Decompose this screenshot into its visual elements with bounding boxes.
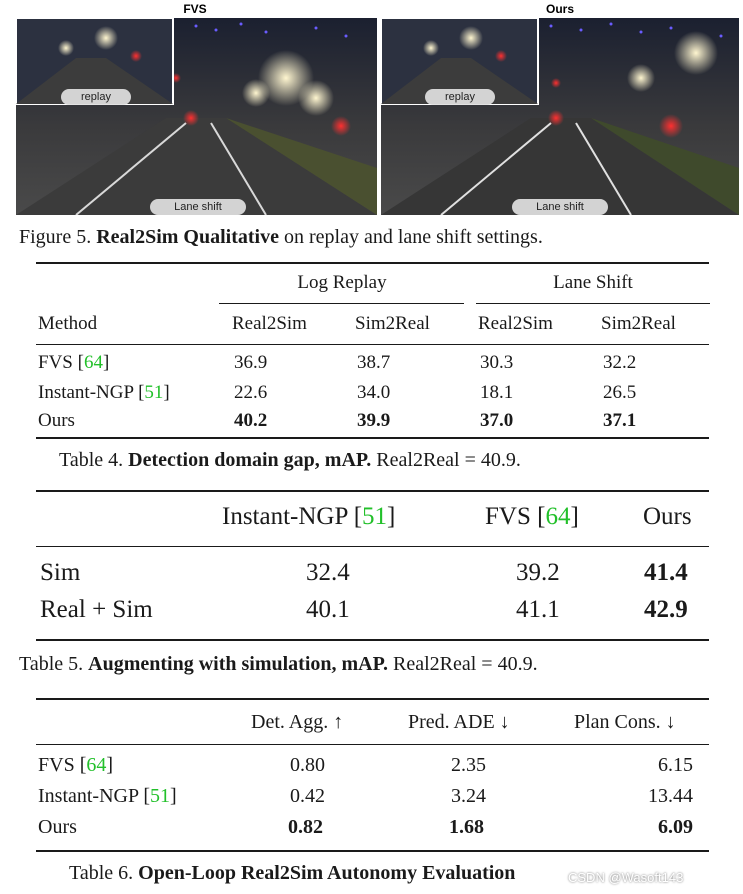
- table4-cell: 26.5: [603, 382, 637, 403]
- table6-header-col1: Det. Agg. ↑: [251, 711, 344, 733]
- fvs-image: [16, 18, 377, 215]
- table4-header-col1: Real2Sim: [232, 313, 307, 334]
- table6-cell: 1.68: [449, 816, 484, 838]
- table5-header-col1: Instant-NGP [51]: [222, 503, 396, 530]
- lane-shift-label-left: Lane shift: [150, 199, 246, 215]
- figure5-caption: Figure 5. Real2Sim Qualitative on replay…: [19, 226, 543, 248]
- table4-group-rule-1: [219, 303, 464, 304]
- replay-label-left: replay: [61, 89, 131, 105]
- table4-group-rule-2: [476, 303, 710, 304]
- table4-cell: 36.9: [234, 352, 268, 373]
- table4-row-method: Instant-NGP [51]: [38, 382, 170, 403]
- watermark: CSDN @Wasoft143: [568, 870, 684, 885]
- table5-cell: 39.2: [516, 559, 560, 586]
- table6-header-col3: Plan Cons. ↓: [574, 711, 676, 733]
- table5-cell: 40.1: [306, 596, 350, 623]
- table5-cell: 42.9: [644, 596, 688, 623]
- table4-cell: 38.7: [357, 352, 391, 373]
- table4-mid-rule: [36, 344, 709, 345]
- table6-cell: 0.80: [290, 754, 325, 776]
- citation-link[interactable]: 51: [144, 382, 164, 403]
- table5-mid-rule: [36, 546, 709, 547]
- table5-caption: Table 5. Augmenting with simulation, mAP…: [19, 653, 538, 675]
- table6-cell: 6.15: [658, 754, 693, 776]
- table6-row-method: Instant-NGP [51]: [38, 785, 177, 807]
- table4-caption: Table 4. Detection domain gap, mAP. Real…: [59, 449, 521, 471]
- table4-header-method: Method: [38, 313, 98, 334]
- table4-row-method: Ours: [38, 410, 75, 431]
- table6-cell: 0.42: [290, 785, 325, 807]
- table6-row-method: Ours: [38, 816, 77, 838]
- table6-mid-rule: [36, 744, 709, 745]
- table4-cell: 40.2: [234, 410, 268, 431]
- table4-cell: 30.3: [480, 352, 514, 373]
- table6-cell: 0.82: [288, 816, 323, 838]
- table6-row-method: FVS [64]: [38, 754, 114, 776]
- table4-cell: 39.9: [357, 410, 391, 431]
- citation-link[interactable]: 51: [362, 503, 388, 530]
- table5-cell: 41.1: [516, 596, 560, 623]
- table4-group-log-replay: Log Replay: [297, 272, 387, 293]
- ours-image: [381, 18, 739, 215]
- replay-label-right: replay: [425, 89, 495, 105]
- table4-group-lane-shift: Lane Shift: [553, 272, 633, 293]
- table5-top-rule: [36, 490, 709, 492]
- table6-bottom-rule: [36, 850, 709, 852]
- lane-shift-label-right: Lane shift: [512, 199, 608, 215]
- figure-left-title: FVS: [183, 2, 207, 16]
- table4-row-method: FVS [64]: [38, 352, 110, 373]
- table5-bottom-rule: [36, 639, 709, 641]
- table6-cell: 6.09: [658, 816, 693, 838]
- table6-cell: 3.24: [451, 785, 486, 807]
- table6-cell: 13.44: [648, 785, 693, 807]
- table4-header-col4: Sim2Real: [601, 313, 676, 334]
- table4-header-col3: Real2Sim: [478, 313, 553, 334]
- citation-link[interactable]: 64: [86, 754, 107, 776]
- table5-header-col2: FVS [64]: [485, 503, 579, 530]
- table5-cell: 32.4: [306, 559, 350, 586]
- table4-cell: 18.1: [480, 382, 514, 403]
- table4-top-rule: [36, 262, 709, 264]
- table5-row-label: Real + Sim: [40, 596, 153, 623]
- table6-top-rule: [36, 698, 709, 700]
- table4-cell: 32.2: [603, 352, 637, 373]
- table4-cell: 34.0: [357, 382, 391, 403]
- table5-cell: 41.4: [644, 559, 688, 586]
- table6-caption: Table 6. Open-Loop Real2Sim Autonomy Eva…: [69, 862, 516, 884]
- figure-right-title: Ours: [545, 2, 574, 16]
- table4-cell: 22.6: [234, 382, 268, 403]
- table5-row-label: Sim: [40, 559, 81, 586]
- table6-cell: 2.35: [451, 754, 486, 776]
- table4-bottom-rule: [36, 437, 709, 439]
- citation-link[interactable]: 64: [545, 503, 571, 530]
- table4-cell: 37.1: [603, 410, 637, 431]
- table4-header-col2: Sim2Real: [355, 313, 430, 334]
- citation-link[interactable]: 64: [83, 352, 103, 373]
- citation-link[interactable]: 51: [150, 785, 171, 807]
- table4-cell: 37.0: [480, 410, 514, 431]
- table5-header-col3: Ours: [643, 503, 692, 530]
- table6-header-col2: Pred. ADE ↓: [408, 711, 510, 733]
